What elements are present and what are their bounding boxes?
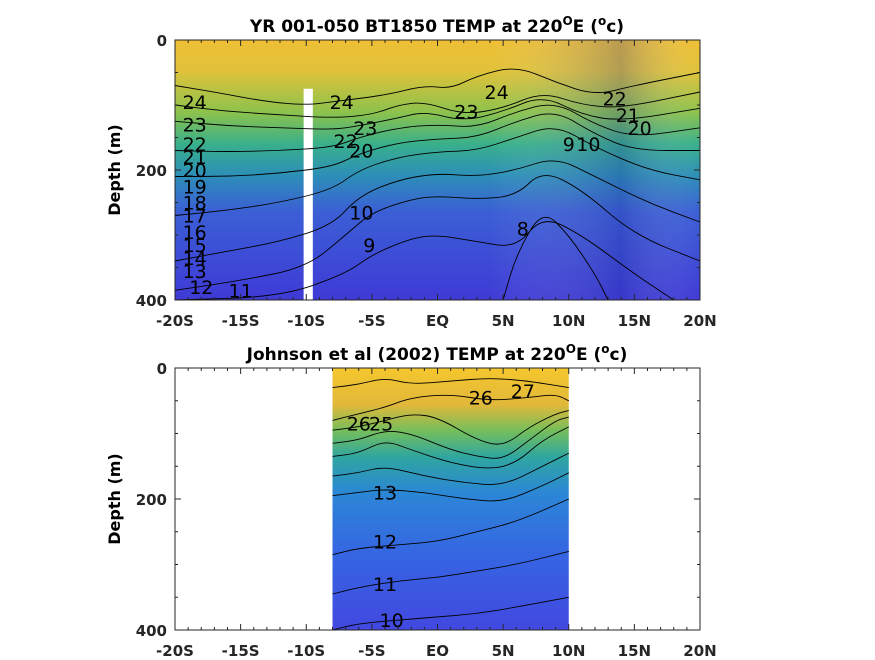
contour-bottom-14 xyxy=(332,452,570,485)
x-tick-label: -10S xyxy=(287,642,325,656)
contour-top-24 xyxy=(174,68,701,105)
contour-label: 11 xyxy=(373,574,397,596)
contour-top-9 xyxy=(174,221,675,301)
contour-top-23 xyxy=(174,91,701,118)
contour-label: 13 xyxy=(183,261,207,283)
contour-label: 16 xyxy=(183,222,207,244)
x-tick-label: 20N xyxy=(683,642,716,656)
contour-bottom-25 xyxy=(332,410,569,445)
contour-bottom-26 xyxy=(332,394,570,421)
x-tick-label: -15S xyxy=(222,312,260,330)
x-tick-label: -5S xyxy=(358,642,385,656)
contour-lines-bottom xyxy=(332,378,570,631)
deep-shading-top xyxy=(175,40,700,300)
contour-top-8 xyxy=(502,216,609,301)
y-tick-label: 0 xyxy=(157,360,167,378)
data-gap-top xyxy=(303,88,313,300)
x-tick-label: 10N xyxy=(552,312,585,330)
x-tick-label: 5N xyxy=(492,642,515,656)
contour-label: 26 xyxy=(347,414,371,436)
contour-bottom-12 xyxy=(332,498,569,556)
contour-bottom-11 xyxy=(332,550,569,595)
x-tick-label: 5N xyxy=(492,312,515,330)
contour-label: 20 xyxy=(349,141,373,163)
data-region-bottom xyxy=(332,368,569,630)
contour-label: 24 xyxy=(485,82,509,104)
contour-label: 25 xyxy=(369,414,393,436)
contour-label: 10 xyxy=(576,134,600,156)
contour-top-10 xyxy=(174,175,701,291)
contour-label: 24 xyxy=(330,92,354,114)
contour-label: 9 xyxy=(563,134,575,156)
x-tick-label: -15S xyxy=(222,642,260,656)
contour-label: 10 xyxy=(380,610,404,632)
contour-top-22 xyxy=(174,99,701,130)
contour-bottom-18 xyxy=(332,426,570,469)
x-tick-label: 10N xyxy=(552,642,585,656)
contour-top-15 xyxy=(174,128,701,216)
contour-label: 21 xyxy=(616,105,640,127)
contour-label: 17 xyxy=(183,206,207,228)
contour-label: 27 xyxy=(511,381,535,403)
y-tick-label: 200 xyxy=(136,162,167,180)
contour-label: 12 xyxy=(189,277,213,299)
contour-label: 23 xyxy=(454,102,478,124)
x-tick-label: -5S xyxy=(358,312,385,330)
contour-label: 8 xyxy=(517,219,529,241)
contour-label: 19 xyxy=(183,176,207,198)
y-tick-label: 400 xyxy=(136,292,167,310)
contour-label: 23 xyxy=(353,118,377,140)
x-tick-label: -20S xyxy=(156,642,194,656)
contour-label: 10 xyxy=(349,202,373,224)
x-tick-label: -20S xyxy=(156,312,194,330)
contour-label: 12 xyxy=(373,532,397,554)
y-tick-label: 0 xyxy=(157,32,167,50)
contour-label: 18 xyxy=(183,193,207,215)
contour-bottom-22 xyxy=(332,416,569,459)
contour-label: 20 xyxy=(628,118,652,140)
x-tick-label: -10S xyxy=(287,312,325,330)
x-tick-label: 15N xyxy=(618,312,651,330)
contour-label: 22 xyxy=(183,134,207,156)
x-tick-label: EQ xyxy=(426,312,449,330)
x-tick-label: EQ xyxy=(426,642,449,656)
contour-label: 14 xyxy=(183,248,207,270)
chart-title-bottom: Johnson et al (2002) TEMP at 220OE (oc) xyxy=(246,342,628,365)
contour-label: 23 xyxy=(183,115,207,137)
contour-label: 15 xyxy=(183,235,207,257)
contour-top-18 xyxy=(175,113,700,177)
contour-label: 24 xyxy=(183,92,207,114)
contour-label: 9 xyxy=(363,235,375,257)
y-axis-label-bottom: Depth (m) xyxy=(105,453,124,545)
contour-label: 20 xyxy=(183,160,207,182)
contour-label: 26 xyxy=(469,388,493,410)
contour-label: 13 xyxy=(373,482,397,504)
contour-bottom-27 xyxy=(332,378,569,389)
x-ticks-top: -20S -15S -10S -5S EQ 5N 10N 15N 20N xyxy=(156,40,717,330)
contour-bottom-13 xyxy=(332,472,570,502)
y-axis-label-top: Depth (m) xyxy=(105,124,124,216)
contour-label: 22 xyxy=(603,89,627,111)
contour-label: 11 xyxy=(229,280,253,302)
contour-top-12 xyxy=(174,160,701,262)
x-tick-label: 15N xyxy=(618,642,651,656)
y-tick-label: 200 xyxy=(136,491,167,509)
contour-label: 21 xyxy=(183,147,207,169)
contour-bottom-10 xyxy=(332,596,569,631)
chart-title-top: YR 001-050 BT1850 TEMP at 220OE (oc) xyxy=(249,14,624,37)
x-tick-label: 20N xyxy=(683,312,716,330)
contour-top-20 xyxy=(174,104,701,152)
y-tick-label: 400 xyxy=(136,622,167,640)
contour-lines-top xyxy=(174,68,701,301)
y-ticks-top: 0 200 400 xyxy=(136,32,700,310)
contour-label: 22 xyxy=(334,131,358,153)
y-ticks-bottom: 0 200 400 xyxy=(136,360,700,640)
